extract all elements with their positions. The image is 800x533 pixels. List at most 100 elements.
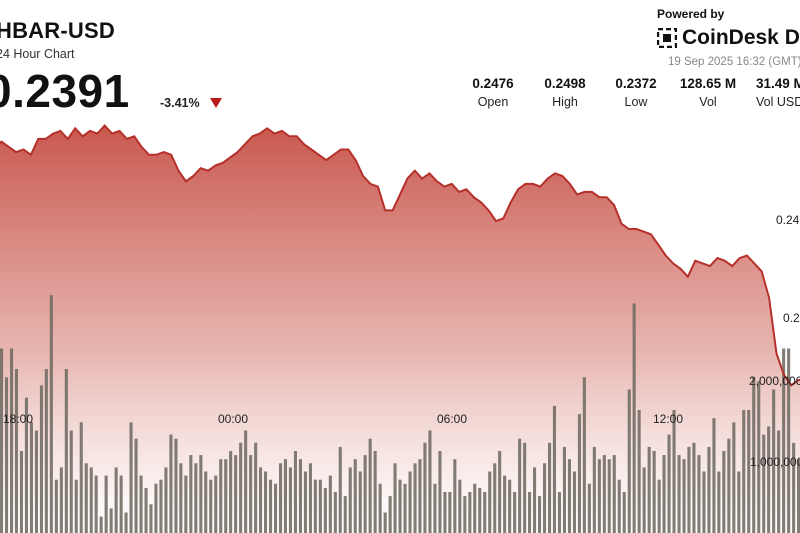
volume-bar (254, 442, 258, 533)
volume-bar (174, 438, 178, 533)
y-tick-label: 0.2 (783, 311, 800, 325)
volume-bar (54, 479, 58, 533)
stat-high: 0.2498 High (540, 76, 590, 109)
volume-bar (89, 467, 93, 533)
volume-bar (737, 471, 741, 533)
volume-bar (249, 455, 253, 533)
volume-bar (428, 430, 432, 533)
volume-bar (572, 471, 576, 533)
volume-bar (513, 492, 517, 533)
volume-bar (74, 479, 78, 533)
volume-bar (194, 463, 198, 533)
volume-bar (552, 405, 556, 533)
volume-bar (582, 377, 586, 533)
volume-bar (747, 410, 751, 533)
volume-bar (29, 422, 33, 533)
x-tick-label: 12:00 (653, 412, 683, 426)
volume-bar (244, 430, 248, 533)
stat-value: 128.65 M (679, 76, 737, 91)
volume-bar (548, 442, 552, 533)
volume-bar (383, 512, 387, 533)
volume-bar (592, 446, 596, 533)
volume-bar (283, 459, 287, 533)
volume-bar (498, 451, 502, 533)
volume-bar (99, 516, 103, 533)
volume-bar (209, 479, 213, 533)
volume-bar (523, 442, 527, 533)
volume-bar (264, 471, 268, 533)
volume-bar (59, 467, 63, 533)
volume-bar (453, 459, 457, 533)
volume-bar (468, 492, 472, 533)
volume-bar (662, 455, 666, 533)
volume-bar (607, 459, 611, 533)
logo-text: CoinDesk Data (682, 26, 800, 49)
stat-label: Vol (699, 95, 717, 109)
volume-bar (393, 463, 397, 533)
volume-bar (24, 397, 28, 533)
volume-bar (777, 430, 781, 533)
volume-bar (557, 492, 561, 533)
volume-bar (712, 418, 716, 533)
volume-bar (269, 479, 273, 533)
stat-vol-usd: 31.49 M Vol USD (756, 76, 800, 109)
volume-bar (692, 442, 696, 533)
volume-bar (169, 434, 173, 533)
volume-bar (413, 463, 417, 533)
volume-bar (229, 451, 233, 533)
volume-bar (717, 471, 721, 533)
volume-bar (503, 475, 507, 533)
volume-bar (772, 389, 776, 533)
volume-bar (64, 369, 68, 533)
volume-bar (752, 377, 756, 533)
x-tick-label: 00:00 (218, 412, 248, 426)
current-price: 0.2391 (0, 65, 130, 117)
volume-bar (433, 483, 437, 533)
volume-bar (672, 410, 676, 533)
volume-bar (423, 442, 427, 533)
volume-bar (44, 369, 48, 533)
volume-bar (493, 463, 497, 533)
volume-bar (388, 496, 392, 533)
volume-bar (308, 463, 312, 533)
volume-bar (398, 479, 402, 533)
volume-bar (787, 348, 791, 533)
timestamp: 19 Sep 2025 16:32 (GMT) (668, 56, 800, 68)
stat-value: 0.2498 (544, 76, 586, 91)
volume-bar (443, 492, 447, 533)
volume-bar (647, 446, 651, 533)
volume-bar (602, 455, 606, 533)
volume-bar (84, 463, 88, 533)
volume-bar (732, 422, 736, 533)
volume-bar (458, 479, 462, 533)
volume-bar (508, 479, 512, 533)
stat-label: Vol USD (756, 95, 800, 109)
volume-bar (408, 471, 412, 533)
volume-bar (239, 442, 243, 533)
volume-bar (114, 467, 118, 533)
volume-bar (328, 475, 332, 533)
stat-label: High (552, 95, 578, 109)
volume-bar (94, 475, 98, 533)
volume-bar (368, 438, 372, 533)
stat-value: 0.2372 (615, 76, 657, 91)
volume-bar (587, 483, 591, 533)
stat-vol: 128.65 M Vol (672, 76, 744, 109)
powered-by-label: Powered by (657, 7, 725, 21)
volume-bar (543, 463, 547, 533)
volume-bar (478, 487, 482, 533)
volume-bar (797, 459, 800, 533)
x-tick-label: 18:00 (3, 412, 33, 426)
volume-bar (782, 348, 786, 533)
volume-bar (19, 451, 23, 533)
volume-bar (348, 467, 352, 533)
volume-bar (353, 459, 357, 533)
volume-bar (652, 451, 656, 533)
volume-bar (363, 455, 367, 533)
volume-bar (49, 295, 53, 533)
pair-title: HBAR-USD (0, 18, 115, 43)
coindesk-logo: CoinDesk Data (656, 26, 800, 50)
volume-bar (214, 475, 218, 533)
volume-bar (567, 459, 571, 533)
volume-bar (577, 414, 581, 533)
